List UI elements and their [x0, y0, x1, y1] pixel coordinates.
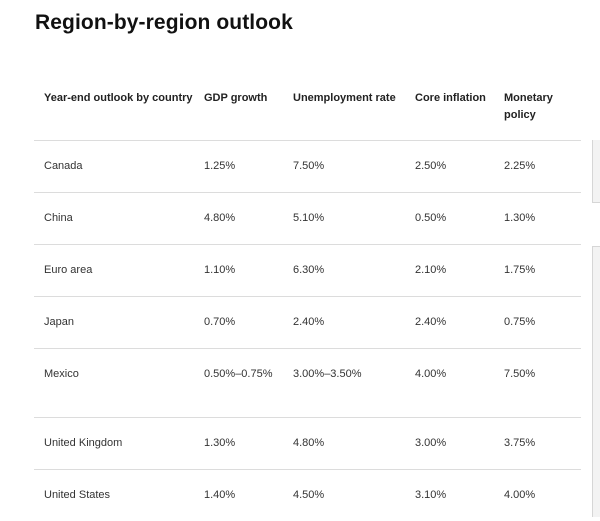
cell-unemployment-rate: 5.10%: [283, 193, 405, 245]
cell-gdp-growth: 1.30%: [194, 418, 283, 470]
cell-country: Euro area: [34, 245, 194, 297]
cell-gdp-growth: 4.80%: [194, 193, 283, 245]
cell-monetary-policy: 4.00%: [494, 470, 581, 521]
table-header-row: Year-end outlook by country GDP growth U…: [34, 68, 581, 141]
cell-unemployment-rate: 7.50%: [283, 141, 405, 193]
cell-country: Mexico: [34, 349, 194, 418]
table-row-united-states: United States 1.40% 4.50% 3.10% 4.00%: [34, 470, 581, 521]
cell-monetary-policy: 1.30%: [494, 193, 581, 245]
column-header-core-inflation: Core inflation: [405, 68, 494, 141]
section-title: Region-by-region outlook: [35, 11, 293, 35]
adjacent-panel-edge-top: [592, 140, 600, 203]
table-row-mexico: Mexico 0.50%–0.75% 3.00%–3.50% 4.00% 7.5…: [34, 349, 581, 418]
cell-core-inflation: 0.50%: [405, 193, 494, 245]
cell-monetary-policy: 7.50%: [494, 349, 581, 418]
table-row-euro-area: Euro area 1.10% 6.30% 2.10% 1.75%: [34, 245, 581, 297]
cell-unemployment-rate: 6.30%: [283, 245, 405, 297]
table-row-united-kingdom: United Kingdom 1.30% 4.80% 3.00% 3.75%: [34, 418, 581, 470]
cell-gdp-growth: 1.10%: [194, 245, 283, 297]
cell-core-inflation: 3.00%: [405, 418, 494, 470]
adjacent-panel-edge-bottom: [592, 246, 600, 517]
cell-country: Canada: [34, 141, 194, 193]
cell-monetary-policy: 1.75%: [494, 245, 581, 297]
cell-unemployment-rate: 4.80%: [283, 418, 405, 470]
cell-core-inflation: 3.10%: [405, 470, 494, 521]
cell-unemployment-rate: 4.50%: [283, 470, 405, 521]
cell-country: United States: [34, 470, 194, 521]
cell-monetary-policy: 3.75%: [494, 418, 581, 470]
cell-core-inflation: 2.10%: [405, 245, 494, 297]
column-header-unemployment-rate: Unemployment rate: [283, 68, 405, 141]
cell-gdp-growth: 0.50%–0.75%: [194, 349, 283, 418]
column-header-gdp-growth: GDP growth: [194, 68, 283, 141]
cell-core-inflation: 4.00%: [405, 349, 494, 418]
cell-country: United Kingdom: [34, 418, 194, 470]
table-row-japan: Japan 0.70% 2.40% 2.40% 0.75%: [34, 297, 581, 349]
table-row-canada: Canada 1.25% 7.50% 2.50% 2.25%: [34, 141, 581, 193]
cell-core-inflation: 2.50%: [405, 141, 494, 193]
cell-monetary-policy: 0.75%: [494, 297, 581, 349]
table-row-china: China 4.80% 5.10% 0.50% 1.30%: [34, 193, 581, 245]
cell-unemployment-rate: 2.40%: [283, 297, 405, 349]
cell-country: Japan: [34, 297, 194, 349]
cell-gdp-growth: 0.70%: [194, 297, 283, 349]
cell-gdp-growth: 1.40%: [194, 470, 283, 521]
cell-monetary-policy: 2.25%: [494, 141, 581, 193]
cell-unemployment-rate: 3.00%–3.50%: [283, 349, 405, 418]
cell-country: China: [34, 193, 194, 245]
column-header-country: Year-end outlook by country: [34, 68, 194, 141]
column-header-monetary-policy: Monetary policy: [494, 68, 581, 141]
outlook-table: Year-end outlook by country GDP growth U…: [34, 68, 581, 521]
cell-gdp-growth: 1.25%: [194, 141, 283, 193]
cell-core-inflation: 2.40%: [405, 297, 494, 349]
